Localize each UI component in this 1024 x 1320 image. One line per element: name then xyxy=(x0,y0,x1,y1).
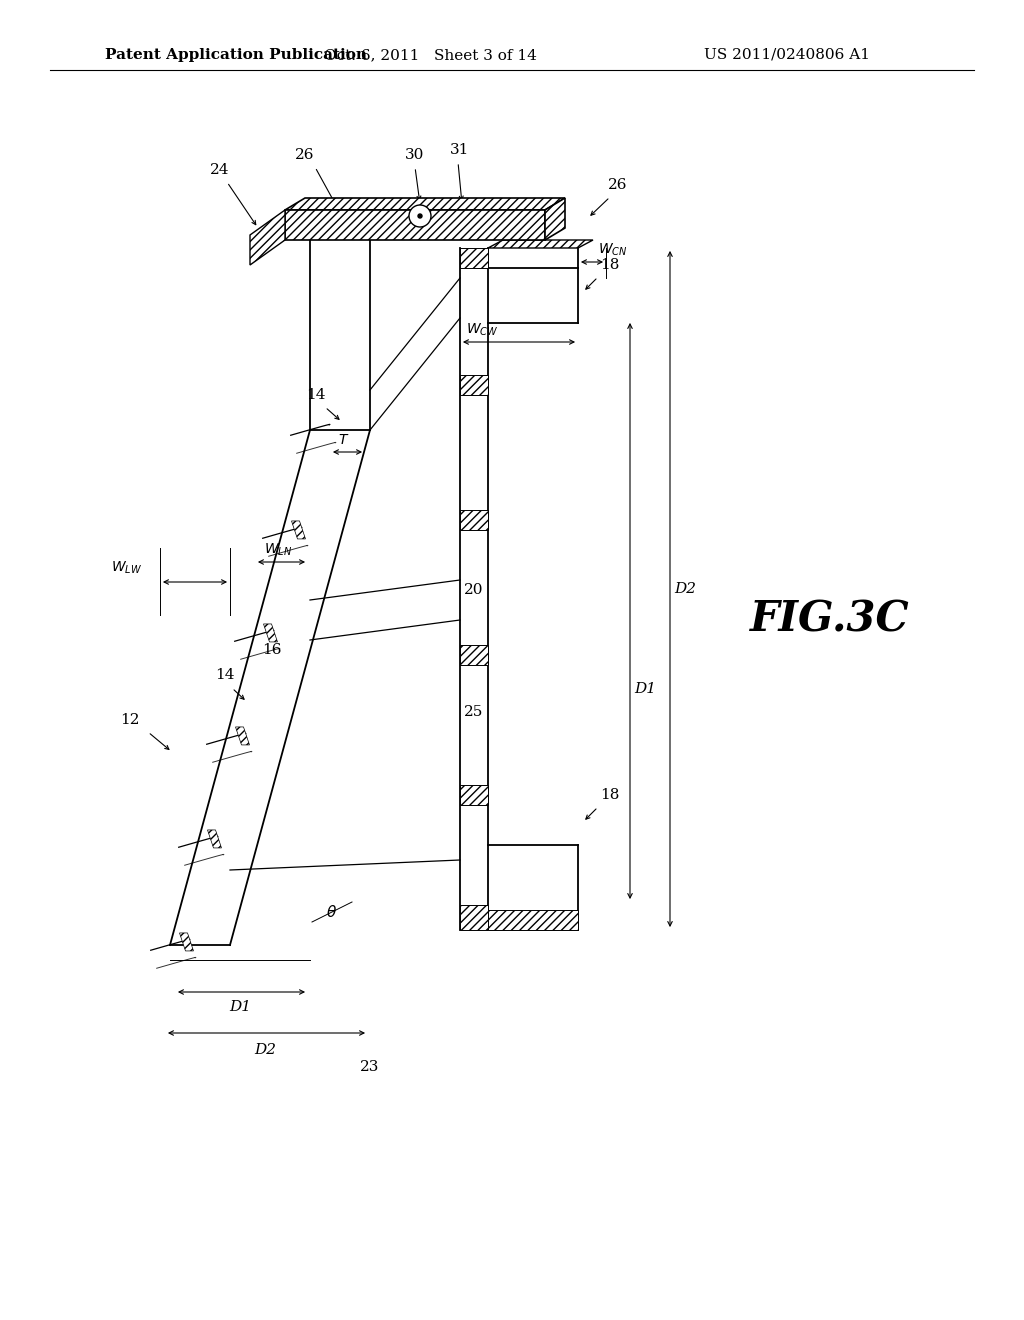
Polygon shape xyxy=(285,198,565,210)
Text: US 2011/0240806 A1: US 2011/0240806 A1 xyxy=(705,48,870,62)
Text: 12: 12 xyxy=(120,713,139,727)
Text: $W_{CN}$: $W_{CN}$ xyxy=(598,242,628,259)
Text: 18: 18 xyxy=(600,788,620,803)
Polygon shape xyxy=(488,240,593,248)
Text: $\theta$: $\theta$ xyxy=(327,904,338,920)
Text: 25: 25 xyxy=(464,705,483,719)
Circle shape xyxy=(418,214,422,218)
Polygon shape xyxy=(488,909,578,931)
Text: $W_{LN}$: $W_{LN}$ xyxy=(264,541,292,558)
Text: 31: 31 xyxy=(451,143,470,157)
Text: 30: 30 xyxy=(406,148,425,162)
Text: D2: D2 xyxy=(254,1043,276,1057)
Polygon shape xyxy=(460,906,488,931)
Text: 26: 26 xyxy=(295,148,314,162)
Polygon shape xyxy=(460,785,488,805)
Polygon shape xyxy=(285,210,545,240)
Text: 14: 14 xyxy=(215,668,234,682)
Polygon shape xyxy=(545,198,565,240)
Polygon shape xyxy=(292,521,305,539)
Text: D1: D1 xyxy=(634,682,656,696)
Text: Oct. 6, 2011   Sheet 3 of 14: Oct. 6, 2011 Sheet 3 of 14 xyxy=(324,48,537,62)
Circle shape xyxy=(409,205,431,227)
Text: 14: 14 xyxy=(306,388,326,403)
Polygon shape xyxy=(208,830,221,847)
Text: 16: 16 xyxy=(262,643,282,657)
Polygon shape xyxy=(460,645,488,665)
Polygon shape xyxy=(460,375,488,395)
Polygon shape xyxy=(263,624,278,642)
Text: FIG.3C: FIG.3C xyxy=(751,599,909,642)
Text: 20: 20 xyxy=(464,583,483,597)
Text: D1: D1 xyxy=(229,1001,251,1014)
Text: D2: D2 xyxy=(674,582,696,597)
Text: $W_{CW}$: $W_{CW}$ xyxy=(466,322,499,338)
Text: 24: 24 xyxy=(210,162,229,177)
Text: 23: 23 xyxy=(360,1060,380,1074)
Polygon shape xyxy=(250,210,285,265)
Polygon shape xyxy=(179,933,194,950)
Polygon shape xyxy=(236,727,250,744)
Text: Patent Application Publication: Patent Application Publication xyxy=(105,48,367,62)
Text: 26: 26 xyxy=(608,178,628,191)
Text: $T$: $T$ xyxy=(338,433,349,447)
Text: $W_{LW}$: $W_{LW}$ xyxy=(112,560,142,577)
Text: 18: 18 xyxy=(600,257,620,272)
Polygon shape xyxy=(460,510,488,531)
Polygon shape xyxy=(460,248,488,268)
